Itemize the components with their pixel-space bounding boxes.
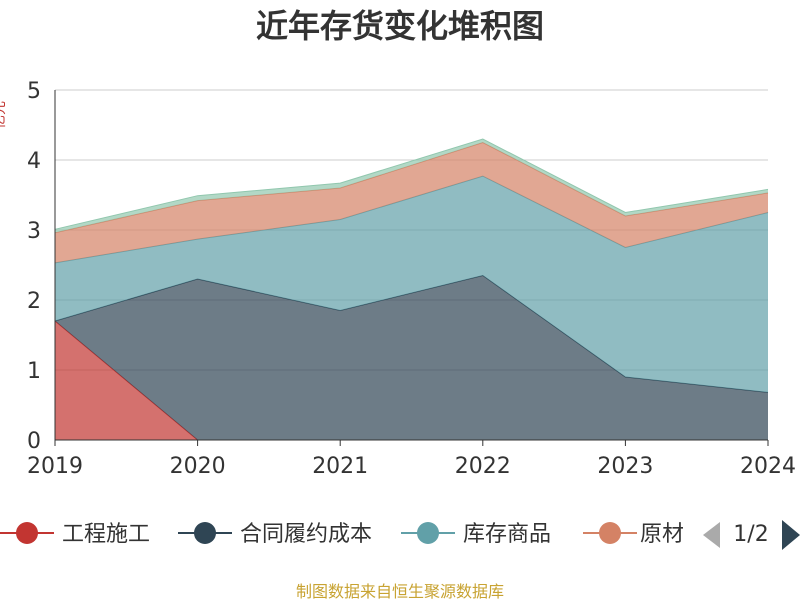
legend-marker	[417, 522, 439, 544]
area-series-0	[55, 321, 768, 440]
legend-item[interactable]: 库存商品	[401, 522, 551, 547]
legend-label: 合同履约成本	[240, 522, 372, 547]
source-note: 制图数据来自恒生聚源数据库	[296, 582, 504, 600]
x-tick-label: 2019	[27, 454, 83, 479]
y-tick-label: 2	[27, 289, 41, 314]
legend-next-icon[interactable]	[782, 520, 800, 550]
y-tick-label: 5	[27, 79, 41, 104]
x-tick-label: 2021	[312, 454, 368, 479]
y-axis-label: 亿元	[0, 101, 8, 129]
legend-marker	[16, 522, 38, 544]
legend-label: 库存商品	[463, 522, 551, 547]
area-series-1	[55, 275, 768, 440]
legend[interactable]: 工程施工 合同履约成本 库存商品 原材 1/2	[0, 510, 800, 555]
y-tick-label: 4	[27, 149, 41, 174]
y-tick-label: 0	[27, 429, 41, 454]
legend-label: 原材	[640, 522, 684, 547]
legend-item[interactable]: 工程施工	[0, 522, 150, 547]
area-series-3	[55, 142, 768, 263]
legend-clip-mask	[683, 510, 800, 555]
legend-prev-icon[interactable]	[703, 522, 720, 548]
chart-title: 近年存货变化堆积图	[256, 7, 544, 45]
x-tick-label: 2024	[740, 454, 796, 479]
y-tick-label: 1	[27, 359, 41, 384]
axes: 0 1 2 3 4 5 2019 2020 2021 2022 2023 2024	[27, 79, 796, 479]
legend-item[interactable]: 原材	[583, 522, 684, 547]
y-tick-label: 3	[27, 219, 41, 244]
x-tick-label: 2023	[597, 454, 653, 479]
legend-marker	[194, 522, 216, 544]
stacked-areas	[54, 138, 769, 441]
legend-item[interactable]: 合同履约成本	[178, 522, 372, 547]
legend-marker	[599, 522, 621, 544]
legend-label: 工程施工	[62, 522, 150, 547]
legend-page-indicator: 1/2	[733, 522, 768, 547]
x-tick-label: 2022	[455, 454, 511, 479]
area-series-edge-4	[54, 138, 769, 230]
x-tick-label: 2020	[170, 454, 226, 479]
